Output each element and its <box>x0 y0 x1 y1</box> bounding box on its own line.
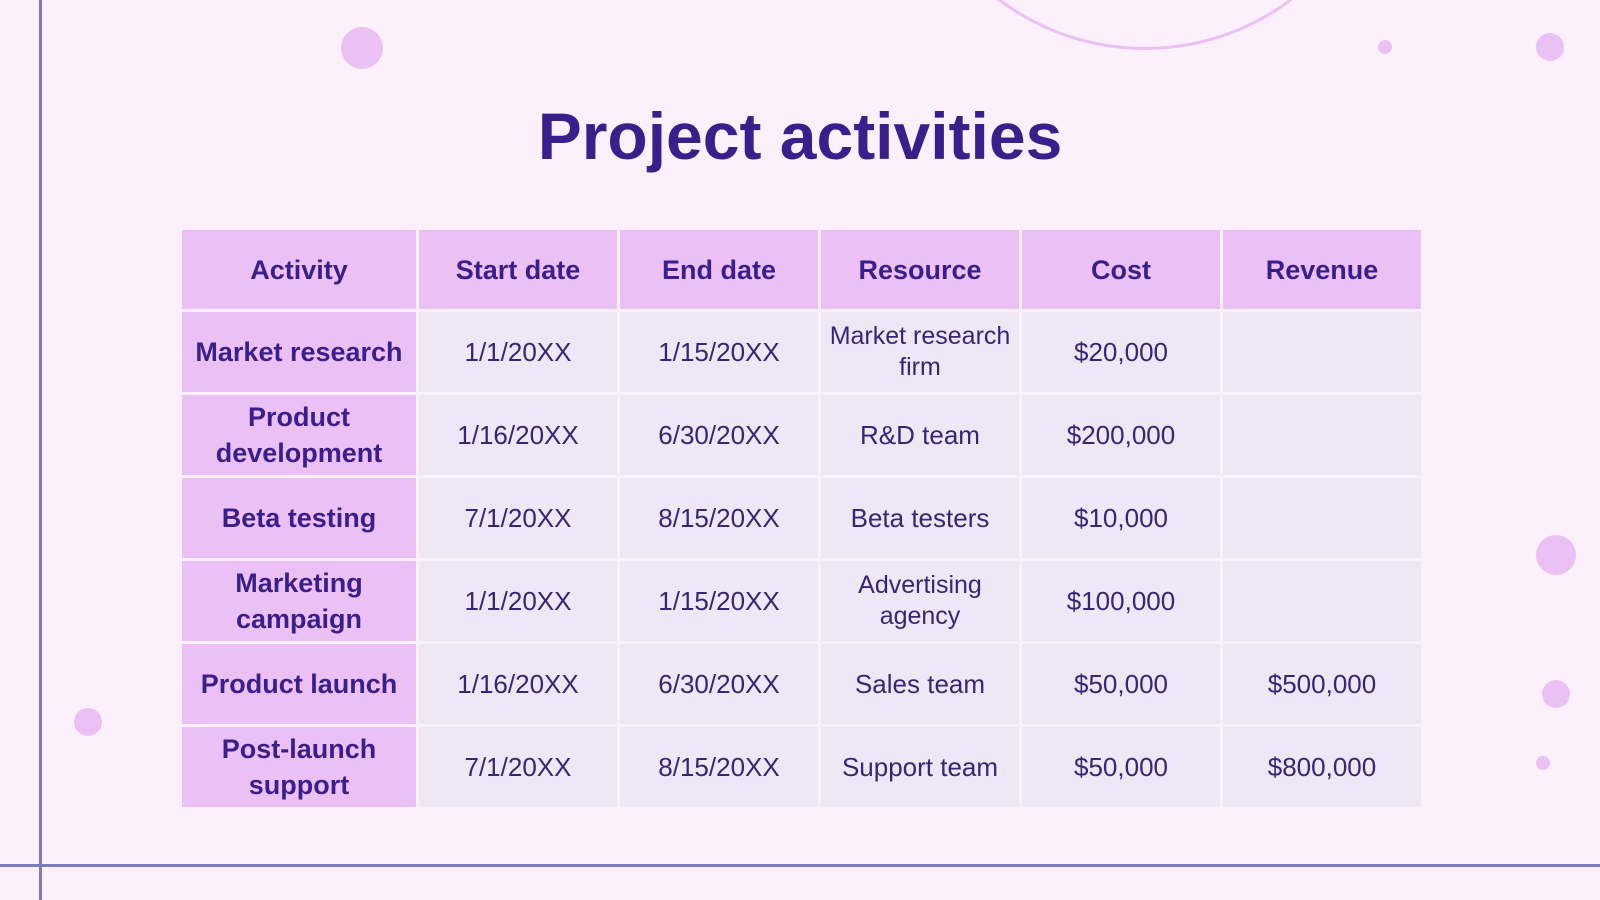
row-label-activity: Post-launch support <box>182 727 416 807</box>
cell-revenue <box>1223 395 1421 475</box>
cell-end-date: 1/15/20XX <box>620 312 818 392</box>
cell-end-date: 6/30/20XX <box>620 395 818 475</box>
cell-start-date: 1/1/20XX <box>419 312 617 392</box>
cell-start-date: 7/1/20XX <box>419 727 617 807</box>
cell-start-date: 1/16/20XX <box>419 644 617 724</box>
cell-cost: $20,000 <box>1022 312 1220 392</box>
cell-revenue: $500,000 <box>1223 644 1421 724</box>
cell-end-date: 1/15/20XX <box>620 561 818 641</box>
cell-cost: $200,000 <box>1022 395 1220 475</box>
slide-title: Project activities <box>537 99 1063 173</box>
cell-revenue <box>1223 478 1421 558</box>
cell-resource: Market research firm <box>821 312 1019 392</box>
cell-start-date: 1/16/20XX <box>419 395 617 475</box>
cell-resource: Support team <box>821 727 1019 807</box>
decorative-dot <box>1378 40 1392 54</box>
cell-resource: Advertising agency <box>821 561 1019 641</box>
cell-revenue: $800,000 <box>1223 727 1421 807</box>
cell-end-date: 6/30/20XX <box>620 644 818 724</box>
column-header-start-date: Start date <box>419 230 617 309</box>
column-header-end-date: End date <box>620 230 818 309</box>
column-header-cost: Cost <box>1022 230 1220 309</box>
cell-cost: $10,000 <box>1022 478 1220 558</box>
cell-cost: $50,000 <box>1022 727 1220 807</box>
cell-resource: Beta testers <box>821 478 1019 558</box>
cell-start-date: 7/1/20XX <box>419 478 617 558</box>
decorative-dot <box>1536 33 1564 61</box>
column-header-activity: Activity <box>182 230 416 309</box>
decorative-dot <box>1536 535 1576 575</box>
cell-revenue <box>1223 312 1421 392</box>
column-header-revenue: Revenue <box>1223 230 1421 309</box>
row-label-activity: Market research <box>182 312 416 392</box>
cell-start-date: 1/1/20XX <box>419 561 617 641</box>
cell-end-date: 8/15/20XX <box>620 727 818 807</box>
decorative-dot <box>74 708 102 736</box>
column-header-resource: Resource <box>821 230 1019 309</box>
row-label-activity: Beta testing <box>182 478 416 558</box>
cell-resource: R&D team <box>821 395 1019 475</box>
row-label-activity: Product development <box>182 395 416 475</box>
decorative-arc <box>905 0 1385 50</box>
cell-cost: $50,000 <box>1022 644 1220 724</box>
left-vertical-rule <box>39 0 42 900</box>
decorative-dot <box>1542 680 1570 708</box>
cell-resource: Sales team <box>821 644 1019 724</box>
cell-end-date: 8/15/20XX <box>620 478 818 558</box>
decorative-dot <box>341 27 383 69</box>
cell-revenue <box>1223 561 1421 641</box>
cell-cost: $100,000 <box>1022 561 1220 641</box>
row-label-activity: Marketing campaign <box>182 561 416 641</box>
decorative-dot <box>1536 756 1550 770</box>
bottom-horizontal-rule <box>0 864 1600 867</box>
row-label-activity: Product launch <box>182 644 416 724</box>
activities-table: Activity Start date End date Resource Co… <box>182 230 1421 807</box>
